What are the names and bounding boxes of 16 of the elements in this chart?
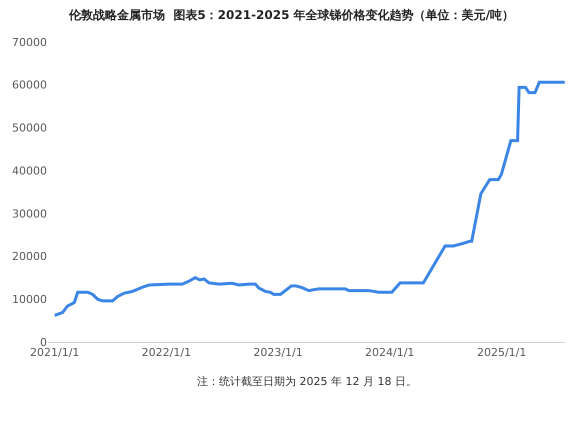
y-tick-label: 60000 [12, 78, 47, 92]
y-tick-label: 20000 [12, 250, 47, 264]
x-tick-label: 2024/1/1 [365, 346, 414, 360]
line-series [53, 80, 565, 317]
x-tick-label: 2023/1/1 [253, 346, 303, 360]
chart-title: 伦敦战略金属市场 图表5：2021-2025 年全球锑价格变化趋势（单位：美元/吨） [68, 8, 514, 22]
y-tick-label: 70000 [12, 36, 47, 49]
y-tick-label: 40000 [12, 164, 47, 178]
text: 注：统计截至日期为 2025 年 12 月 18 日。 [197, 375, 417, 388]
y-tick-label: 0 [40, 336, 47, 349]
x-tick-label: 2025/1/1 [476, 346, 526, 360]
y-tick-label: 30000 [12, 207, 47, 220]
x-tick-label: 2022/1/1 [142, 346, 192, 360]
x-tick-label: 2021/1/1 [30, 346, 80, 360]
y-tick-label: 50000 [12, 122, 47, 135]
y-tick-label: 10000 [12, 292, 47, 306]
